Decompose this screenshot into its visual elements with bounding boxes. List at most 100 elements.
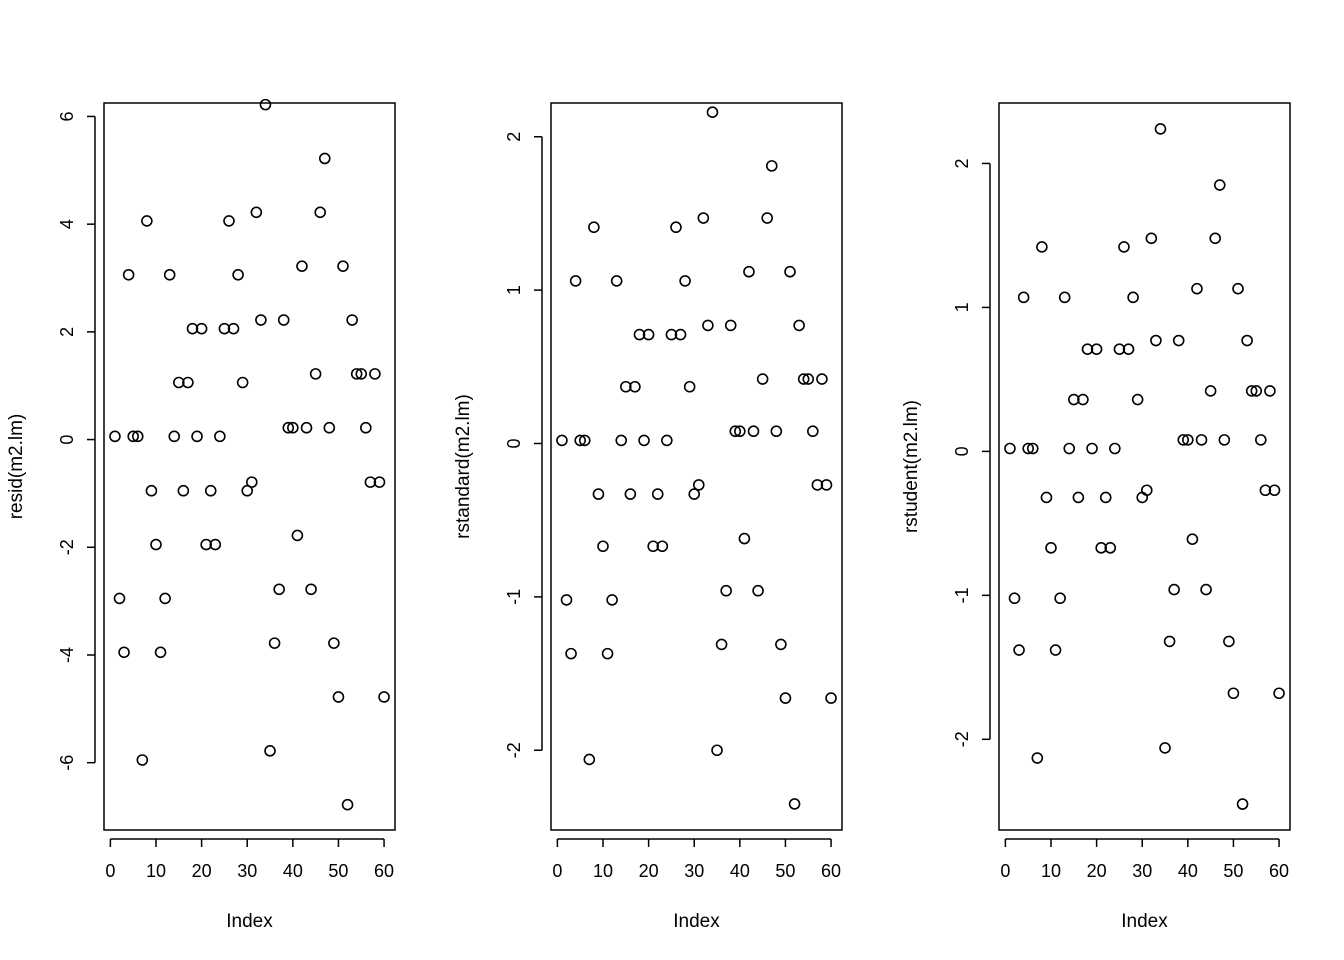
y-axis-label: resid(m2.lm)	[6, 414, 27, 520]
data-point	[1036, 241, 1048, 253]
x-axis-label: Index	[1121, 911, 1168, 932]
data-point	[1163, 635, 1176, 648]
data-point	[1159, 742, 1171, 754]
data-point	[656, 540, 669, 553]
data-point	[779, 692, 792, 704]
data-point	[578, 434, 591, 447]
data-point	[1109, 442, 1121, 455]
y-tick-label: -2	[57, 539, 77, 555]
data-point	[601, 647, 614, 660]
y-tick-label: 0	[57, 435, 77, 445]
data-point	[674, 328, 687, 341]
data-point	[610, 275, 623, 287]
data-point	[1209, 232, 1221, 245]
data-point	[145, 484, 158, 497]
data-point	[720, 584, 732, 597]
data-point	[200, 538, 212, 551]
data-point	[186, 322, 199, 335]
y-tick-label: 4	[57, 219, 77, 229]
data-point	[770, 425, 783, 438]
data-point	[1255, 434, 1267, 446]
data-point	[1013, 644, 1025, 656]
data-point	[1259, 484, 1272, 497]
data-point	[734, 425, 746, 438]
data-point	[820, 479, 833, 491]
data-point	[1136, 491, 1149, 504]
data-point	[629, 380, 641, 393]
data-point	[136, 754, 149, 766]
data-point	[1022, 442, 1034, 455]
y-tick-label: 0	[504, 438, 524, 448]
data-point	[309, 368, 322, 380]
data-point	[651, 488, 664, 500]
data-point	[1127, 291, 1139, 304]
data-point	[1250, 385, 1263, 397]
data-point	[1049, 644, 1062, 656]
y-tick-label: -1	[952, 587, 972, 603]
data-point	[282, 421, 295, 434]
data-point	[1077, 393, 1089, 406]
data-point	[259, 98, 272, 111]
data-point	[1172, 334, 1185, 347]
data-point	[688, 488, 701, 500]
data-point	[163, 268, 176, 281]
data-point	[341, 798, 354, 811]
data-point	[300, 421, 313, 434]
data-point	[1140, 484, 1153, 497]
data-point	[1150, 334, 1162, 347]
data-point	[711, 744, 723, 757]
data-point	[615, 434, 628, 447]
data-point	[647, 540, 659, 553]
data-point	[715, 638, 728, 651]
x-tick-label: 50	[1223, 861, 1243, 881]
data-point	[378, 691, 390, 703]
x-tick-label: 10	[1041, 861, 1061, 881]
data-point	[1026, 442, 1039, 455]
data-point	[277, 314, 290, 326]
x-tick-label: 30	[237, 861, 257, 881]
x-tick-label: 0	[1000, 861, 1010, 881]
data-point	[369, 368, 381, 380]
plot-frame	[103, 102, 396, 831]
data-point	[556, 434, 568, 447]
data-point	[743, 265, 755, 278]
data-point	[305, 583, 317, 596]
y-tick-label: 2	[504, 132, 524, 142]
data-point	[250, 206, 263, 219]
data-point	[173, 376, 185, 389]
x-tick-label: 0	[552, 861, 562, 881]
data-point	[1186, 533, 1199, 546]
chart-panel-3: 0 10 20 30 40 50 60 -2 -1 0 1 2 Index rstudent(m2.lm)	[901, 102, 1291, 932]
plot-frame	[998, 102, 1291, 831]
data-point	[624, 488, 637, 500]
data-point	[1031, 752, 1044, 764]
data-point	[1191, 282, 1203, 295]
data-point	[287, 421, 299, 434]
data-point	[113, 592, 126, 605]
data-point	[1045, 542, 1057, 554]
x-axis-label: Index	[673, 911, 720, 932]
data-point	[273, 583, 285, 596]
data-point	[661, 434, 673, 447]
data-point	[223, 215, 235, 227]
data-point	[268, 637, 281, 649]
data-point	[1040, 491, 1053, 504]
data-point	[355, 368, 368, 380]
x-tick-label: 60	[821, 861, 841, 881]
data-point	[1081, 343, 1094, 355]
y-tick-label: 1	[952, 302, 972, 312]
data-point	[816, 373, 828, 385]
data-point	[236, 376, 249, 389]
data-point	[729, 425, 742, 438]
data-point	[752, 584, 764, 597]
y-tick-label: 2	[952, 158, 972, 168]
data-point	[1241, 334, 1253, 347]
data-point	[811, 479, 824, 491]
x-tick-label: 60	[374, 861, 394, 881]
data-point	[642, 328, 655, 341]
data-point	[738, 532, 751, 545]
data-point	[232, 268, 244, 281]
data-point	[802, 373, 815, 385]
y-tick-label: 6	[57, 111, 77, 121]
